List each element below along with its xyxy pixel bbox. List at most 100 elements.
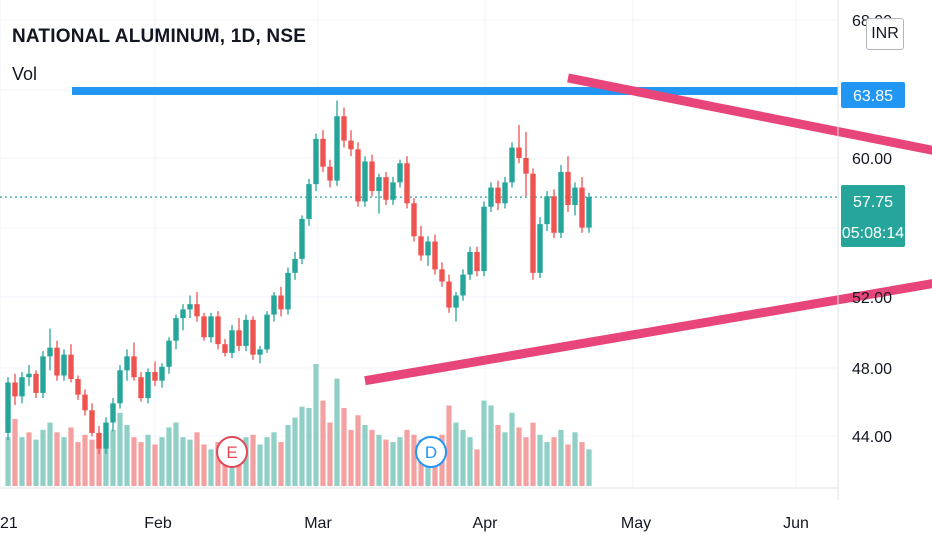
candle	[138, 372, 144, 402]
candle	[187, 295, 193, 319]
candle-body	[383, 177, 389, 200]
x-tick-label: 21	[0, 515, 18, 532]
candle	[61, 349, 67, 381]
candle	[68, 344, 74, 383]
candle-body	[68, 354, 74, 379]
candle	[544, 191, 550, 232]
currency-button[interactable]: INR	[866, 18, 904, 50]
candle-body	[453, 295, 459, 308]
candle	[355, 142, 361, 207]
trendline-upper[interactable]	[567, 73, 932, 184]
volume-bar	[152, 444, 158, 486]
candle-body	[530, 173, 536, 273]
time-axis[interactable]: 21 Feb Mar Apr May Jun	[0, 515, 809, 532]
candle-body	[131, 356, 137, 378]
volume-bar	[26, 432, 32, 486]
candle-body	[404, 163, 410, 204]
earnings-event-marker[interactable]	[216, 436, 248, 468]
candle	[348, 130, 354, 157]
volume-bar	[579, 442, 585, 486]
volume-bar	[453, 422, 459, 486]
candle	[439, 262, 445, 287]
volume-bar	[47, 422, 53, 486]
candle-body	[320, 138, 326, 167]
candle-body	[61, 354, 67, 376]
candle-body	[75, 378, 81, 395]
y-tick-label: 48.00	[852, 361, 892, 378]
candle	[124, 349, 130, 381]
candle-body	[138, 377, 144, 399]
candle-body	[306, 184, 312, 219]
trendline-lower[interactable]	[364, 268, 932, 386]
volume-bar	[355, 415, 361, 486]
candle	[103, 417, 109, 454]
volume-bar	[187, 439, 193, 486]
candle	[488, 182, 494, 212]
candle	[166, 337, 172, 374]
volume-legend[interactable]: Vol	[12, 64, 38, 84]
volume-bar	[306, 407, 312, 486]
candle-body	[194, 304, 200, 317]
volume-bar	[145, 434, 151, 486]
volume-bar	[61, 437, 67, 486]
candle	[460, 269, 466, 301]
volume-bar	[565, 444, 571, 486]
candle	[145, 368, 151, 404]
dividend-event-marker[interactable]	[415, 436, 447, 468]
symbol-legend[interactable]: NATIONAL ALUMINUM, 1D, NSE	[12, 26, 306, 48]
candle-body	[215, 316, 221, 345]
volume-bar	[12, 418, 18, 486]
candle	[215, 311, 221, 350]
candle-body	[558, 171, 564, 233]
candle-body	[54, 347, 60, 376]
volume-bar	[243, 437, 249, 486]
volume-bar	[572, 432, 578, 486]
candle-body	[271, 295, 277, 315]
trendlines[interactable]	[364, 73, 932, 386]
volume-bar	[138, 442, 144, 486]
volume-bar	[131, 437, 137, 486]
candle	[257, 345, 263, 364]
x-tick-label: May	[621, 515, 651, 532]
candle	[236, 318, 242, 352]
candle-body	[390, 182, 396, 200]
candle-body	[292, 258, 298, 273]
candle-body	[313, 138, 319, 185]
candle-body	[369, 161, 375, 192]
candle-body	[166, 340, 172, 367]
candle-body	[264, 314, 270, 350]
y-tick-label: 44.00	[852, 429, 892, 446]
candle-body	[586, 197, 592, 228]
volume-bar	[103, 437, 109, 486]
candle-body	[460, 274, 466, 296]
volume-bar	[292, 417, 298, 486]
candle	[411, 198, 417, 242]
countdown-label: 05:08:14	[842, 225, 904, 242]
candle	[509, 142, 515, 188]
x-tick-label: Mar	[304, 515, 332, 532]
candle	[341, 107, 347, 148]
resistance-line[interactable]	[72, 87, 838, 96]
candle	[446, 274, 452, 313]
candle-body	[40, 356, 46, 393]
volume-bar	[257, 444, 263, 486]
candle-body	[201, 316, 207, 338]
volume-bar	[397, 437, 403, 486]
candle	[306, 178, 312, 226]
volume-bar	[313, 364, 319, 486]
volume-bar	[558, 429, 564, 486]
volume-bar	[411, 434, 417, 486]
candle	[82, 389, 88, 416]
candle	[481, 201, 487, 277]
volume-bar	[404, 429, 410, 486]
volume-bar	[166, 427, 172, 486]
volume-bar	[348, 429, 354, 486]
candle	[5, 377, 11, 440]
candle	[467, 246, 473, 280]
candle	[159, 363, 165, 388]
candle-body	[579, 187, 585, 228]
candle-body	[495, 187, 501, 204]
